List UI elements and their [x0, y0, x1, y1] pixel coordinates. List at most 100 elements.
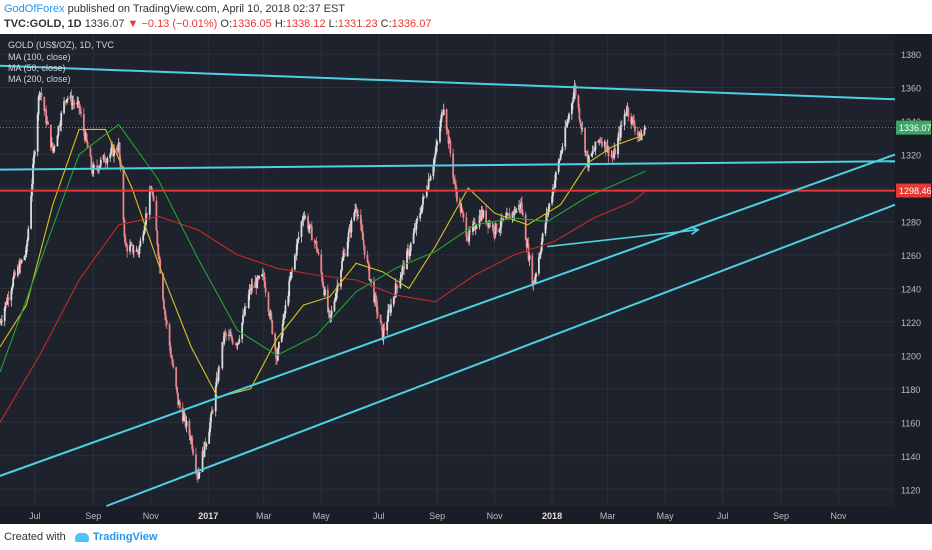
y-tick-label: 1360: [901, 84, 921, 94]
candle-body: [103, 155, 106, 163]
candle-body: [293, 255, 296, 270]
candle-body: [66, 98, 69, 100]
candle-body: [459, 202, 462, 213]
candle-body: [415, 220, 418, 230]
candle-body: [132, 251, 135, 253]
candle-body: [607, 146, 610, 157]
author-link[interactable]: GodOfForex: [4, 3, 65, 15]
candle-body: [143, 230, 146, 235]
candle-body: [392, 296, 395, 305]
candle-body: [380, 322, 383, 326]
candle-body: [462, 213, 465, 218]
candle-body: [183, 415, 186, 417]
candle-body: [498, 229, 501, 232]
candle-body: [388, 309, 390, 311]
candle-body: [156, 230, 159, 245]
candle-body: [17, 266, 19, 276]
candle-body: [80, 111, 82, 114]
candle-body: [618, 132, 620, 138]
candle-body: [85, 133, 88, 142]
candle-body: [637, 135, 640, 137]
candle-body: [354, 209, 357, 213]
candle-body: [281, 324, 284, 336]
candle-body: [363, 245, 366, 255]
candle-body: [395, 283, 398, 287]
candle-body: [99, 159, 102, 166]
ma50-line: [0, 128, 646, 398]
candle-body: [149, 191, 152, 193]
candle-body: [104, 162, 107, 164]
candle-body: [361, 231, 364, 240]
candle-body: [487, 221, 489, 227]
candle-body: [277, 341, 280, 349]
candle-body: [586, 151, 588, 154]
candle-body: [49, 124, 52, 147]
ma200-line: [0, 190, 646, 423]
candle-body: [586, 153, 589, 168]
candle-body: [590, 153, 593, 156]
candle-body: [264, 287, 267, 293]
candle-body: [429, 176, 432, 181]
candle-body: [600, 140, 602, 142]
candle-body: [191, 437, 194, 450]
candle-body: [53, 146, 56, 148]
candle-body: [419, 212, 422, 219]
candle-body: [493, 233, 496, 235]
candle-body: [168, 324, 171, 346]
candle-body: [333, 300, 336, 311]
candle-body: [231, 339, 234, 344]
candle-body: [627, 107, 630, 117]
candle-body: [47, 122, 49, 125]
candle-body: [601, 141, 603, 147]
candle-body: [578, 107, 581, 120]
y-tick-label: 1180: [901, 385, 920, 395]
price-chart[interactable]: 1120114011601180120012201240126012801300…: [0, 34, 932, 524]
trendline-lower-2: [106, 203, 896, 507]
candle-body: [255, 281, 258, 289]
candle-body: [524, 214, 527, 241]
candle-body: [118, 142, 121, 160]
candle-body: [302, 217, 305, 221]
candle-body: [228, 334, 230, 336]
x-tick-label: Nov: [830, 511, 847, 521]
candle-body: [329, 315, 332, 318]
candle-body: [235, 344, 238, 346]
candle-body: [538, 254, 541, 258]
candle-body: [606, 146, 609, 151]
candle-body: [163, 299, 165, 310]
candle-body: [505, 213, 508, 217]
candle-body: [625, 111, 628, 114]
candle-body: [188, 421, 191, 435]
y-tick-label: 1220: [901, 318, 921, 328]
candle-body: [356, 208, 358, 216]
candle-body: [234, 343, 237, 345]
open-value: 1336.05: [232, 18, 272, 30]
candle-body: [546, 214, 549, 216]
candle-body: [59, 125, 62, 129]
candle-body: [474, 228, 477, 230]
candle-body: [23, 256, 26, 260]
candle-body: [125, 243, 128, 246]
candle-body: [440, 118, 442, 127]
candle-body: [63, 101, 65, 113]
candle-body: [73, 103, 76, 105]
candle-body: [367, 261, 370, 265]
candle-body: [179, 402, 181, 408]
candle-body: [70, 95, 73, 106]
candle-body: [323, 287, 325, 296]
candle-body: [218, 367, 221, 369]
candle-body: [454, 181, 456, 185]
x-tick-label: 2018: [542, 511, 562, 521]
candle-body: [342, 252, 345, 257]
candle-body: [511, 212, 514, 220]
candle-body: [315, 241, 318, 250]
candle-body: [611, 155, 614, 157]
candle-body: [115, 147, 118, 151]
created-with-text: Created with: [4, 531, 66, 543]
tradingview-brand[interactable]: TradingView: [92, 531, 158, 543]
candle-body: [387, 310, 390, 322]
last-price-tag-label: 1336.07: [899, 123, 932, 133]
candle-body: [478, 215, 481, 227]
candle-body: [455, 184, 457, 192]
candle-body: [6, 297, 9, 305]
